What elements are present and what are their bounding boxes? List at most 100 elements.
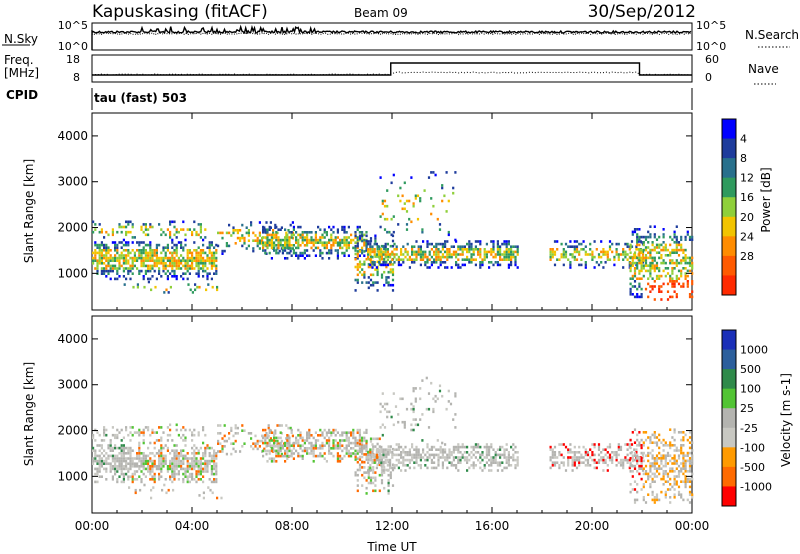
- velocity-cell: [604, 461, 607, 464]
- power-cell: [416, 194, 420, 198]
- power-cell: [358, 237, 362, 240]
- velocity-cell: [204, 452, 207, 455]
- velocity-cell: [131, 478, 134, 481]
- power-cell: [149, 259, 152, 262]
- velocity-cell: [647, 475, 650, 478]
- power-cell: [188, 228, 191, 231]
- velocity-cell: [636, 438, 639, 442]
- power-cell: [116, 251, 119, 255]
- velocity-cell: [367, 466, 370, 469]
- velocity-cell: [339, 444, 342, 447]
- velocity-cell: [94, 439, 97, 442]
- power-colorbar-tick: 24: [740, 230, 754, 243]
- velocity-cell: [133, 465, 136, 468]
- velocity-cell: [470, 456, 473, 459]
- velocity-cell: [671, 457, 674, 460]
- velocity-cell: [280, 424, 283, 427]
- power-cell: [510, 250, 513, 254]
- power-cell: [444, 250, 447, 254]
- velocity-cell: [167, 488, 170, 492]
- power-cell: [92, 220, 95, 224]
- power-cell: [210, 241, 213, 244]
- power-cell: [317, 241, 320, 244]
- velocity-cell: [279, 454, 282, 458]
- power-cell: [512, 253, 515, 256]
- velocity-colorbar-tick: -100: [740, 441, 765, 454]
- velocity-colorbar-swatch: [722, 330, 736, 351]
- power-cell: [118, 275, 121, 278]
- power-cell: [180, 254, 183, 257]
- power-cell: [215, 269, 218, 273]
- velocity-cell: [332, 444, 335, 447]
- power-cell: [430, 255, 433, 259]
- power-cell: [211, 285, 214, 289]
- power-cell: [636, 256, 639, 260]
- velocity-cell: [180, 462, 183, 465]
- velocity-cell: [602, 469, 605, 472]
- power-cell: [354, 257, 357, 261]
- velocity-cell: [277, 444, 280, 447]
- power-cell: [507, 258, 510, 261]
- power-cell: [647, 230, 650, 234]
- power-cell: [680, 285, 683, 288]
- power-cell: [354, 278, 357, 282]
- power-cell: [503, 255, 506, 259]
- power-cell: [286, 257, 289, 260]
- power-cell: [356, 278, 359, 282]
- velocity-cell: [642, 483, 645, 486]
- power-cell: [675, 261, 678, 265]
- power-cell: [553, 253, 557, 256]
- velocity-cell: [651, 493, 654, 496]
- power-cell: [417, 253, 420, 256]
- power-cell: [127, 251, 130, 255]
- velocity-cell: [182, 467, 185, 471]
- velocity-cell: [448, 456, 451, 459]
- velocity-cell: [210, 457, 213, 460]
- power-cell: [310, 241, 313, 244]
- power-cell: [169, 256, 172, 260]
- velocity-cell: [138, 457, 141, 460]
- velocity-cell: [635, 451, 638, 454]
- velocity-cell: [441, 456, 444, 459]
- power-cell: [356, 246, 359, 250]
- power-cell: [459, 248, 462, 251]
- velocity-cell: [633, 488, 637, 491]
- velocity-cell: [452, 456, 455, 459]
- velocity-cell: [413, 466, 416, 470]
- velocity-cell: [116, 446, 119, 450]
- velocity-cell: [125, 428, 128, 432]
- power-cell: [636, 277, 639, 280]
- power-cell: [133, 254, 136, 257]
- power-cell: [411, 253, 414, 256]
- power-cell: [385, 265, 388, 269]
- power-cell: [379, 176, 382, 179]
- velocity-cell: [195, 475, 198, 478]
- power-cell: [378, 255, 381, 259]
- velocity-cell: [193, 454, 196, 458]
- power-cell: [295, 231, 298, 234]
- power-cell: [314, 241, 317, 244]
- velocity-cell: [230, 429, 233, 432]
- velocity-cell: [669, 483, 672, 486]
- power-cell: [573, 245, 576, 248]
- power-cell: [297, 257, 300, 260]
- power-cell: [444, 245, 447, 248]
- velocity-cell: [204, 465, 207, 468]
- power-cell: [371, 255, 374, 259]
- power-cell: [684, 235, 687, 239]
- velocity-cell: [275, 460, 278, 463]
- power-cell: [268, 233, 271, 237]
- power-cell: [341, 251, 344, 255]
- power-cell: [580, 263, 583, 267]
- power-cell: [468, 245, 471, 248]
- velocity-cell: [468, 453, 471, 457]
- power-cell: [680, 235, 683, 239]
- power-ytick-label: 1000: [57, 266, 88, 280]
- power-cell: [671, 267, 674, 270]
- velocity-cell: [330, 434, 333, 437]
- velocity-cell: [125, 452, 128, 455]
- velocity-cell: [111, 449, 114, 452]
- velocity-cell: [624, 458, 627, 462]
- power-cell: [560, 242, 563, 246]
- velocity-cell: [153, 431, 156, 434]
